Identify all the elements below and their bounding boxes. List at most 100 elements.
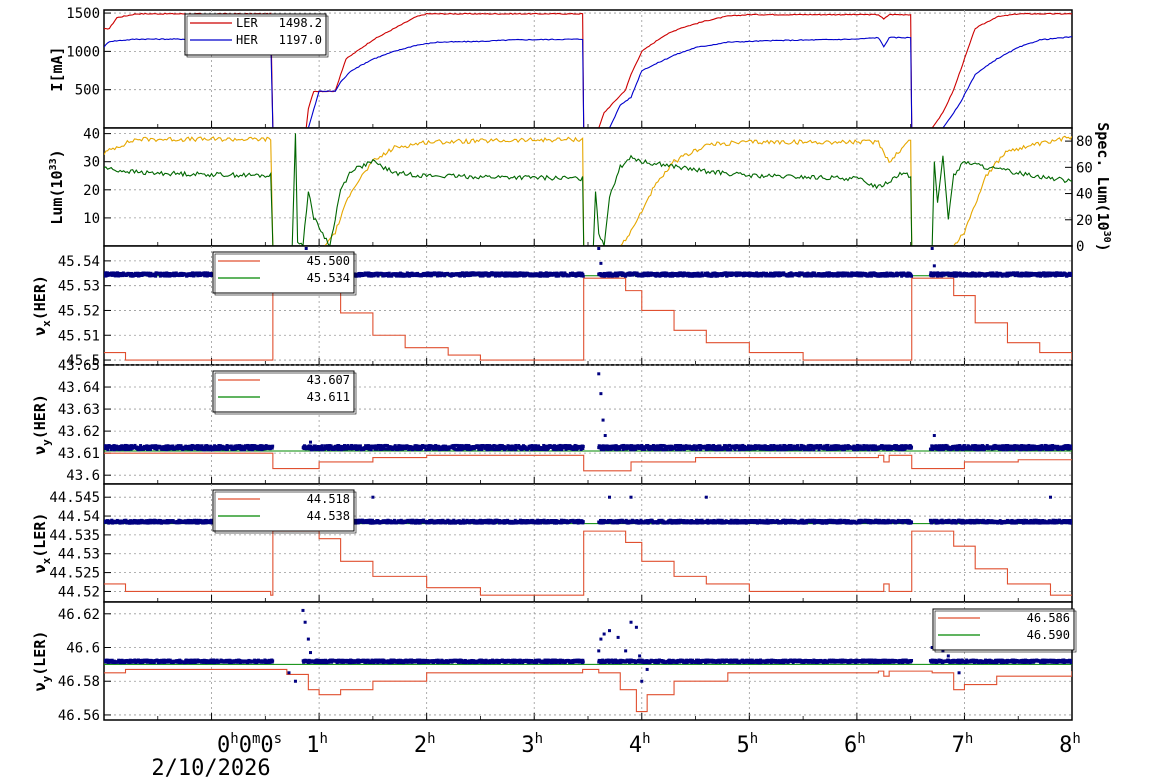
panel-data [104, 133, 1072, 246]
tune-point [189, 274, 193, 278]
y-axis-title-main: ν [31, 327, 49, 336]
tune-point [560, 448, 564, 452]
tune-point [441, 447, 445, 451]
ytick-label: 10 [83, 211, 100, 227]
tune-point [723, 447, 727, 451]
tune-point [765, 271, 769, 275]
tune-point [714, 274, 718, 278]
tune-point [885, 444, 889, 448]
tune-point [338, 444, 342, 448]
tune-point [978, 444, 982, 448]
tune-point-outlier [932, 264, 936, 268]
tune-point [128, 444, 132, 448]
legend-value: 1498.2 [279, 16, 322, 30]
tune-point [532, 447, 536, 451]
tune-point [638, 446, 642, 450]
tune-point [195, 519, 199, 523]
tune-point [374, 444, 378, 448]
tune-point [502, 444, 506, 448]
tune-point [1008, 444, 1012, 448]
tune-point [677, 274, 681, 278]
tune-point [139, 444, 143, 448]
tune-point [858, 271, 862, 275]
tune-point [969, 447, 973, 451]
tune-point [534, 444, 538, 448]
tune-point [105, 446, 109, 450]
tune-point [432, 447, 436, 451]
tune-point-outlier [597, 246, 601, 250]
ytick-label: 43.64 [58, 380, 100, 396]
tune-point [271, 444, 275, 448]
tune-point [401, 444, 405, 448]
tune-point [200, 444, 204, 448]
tune-point [507, 447, 511, 451]
tune-point [455, 443, 459, 447]
tune-point [461, 273, 465, 277]
tune-point [1032, 447, 1036, 451]
tune-point-outlier [597, 372, 601, 376]
tune-point [240, 448, 244, 452]
tune-point [360, 272, 364, 276]
tune-point [500, 444, 504, 448]
y-axis-title-main: ν [31, 446, 49, 455]
tune-point [631, 444, 635, 448]
tune-point [737, 273, 741, 277]
tune-point [640, 443, 644, 447]
tune-point [796, 444, 800, 448]
tune-point [447, 447, 451, 451]
panel-nuxher: 45.545.5145.5245.5345.54νx(HER)45.50045.… [31, 245, 1073, 369]
tune-point [935, 273, 939, 277]
panel-nuyher: 43.643.6143.6243.6343.6443.65νy(HER)43.6… [31, 358, 1073, 485]
tune-point [895, 274, 899, 278]
tune-point [155, 447, 159, 451]
tune-point [799, 447, 803, 451]
tune-point [1048, 271, 1052, 275]
tune-point [434, 444, 438, 448]
ytick-label: 44.525 [49, 566, 100, 582]
tune-point [485, 448, 489, 452]
tune-point [806, 444, 810, 448]
tune-point [821, 445, 825, 449]
tune-point [510, 444, 514, 448]
tune-point [117, 448, 121, 452]
tune-point [641, 273, 645, 277]
ytick-label: 43.61 [58, 446, 100, 462]
tune-point [558, 443, 562, 447]
tune-point [748, 447, 752, 451]
tune-point [109, 448, 113, 452]
legend-shadow [186, 15, 329, 58]
tune-point [699, 447, 703, 451]
tune-point [174, 271, 178, 275]
tune-point [843, 444, 847, 448]
tune-point [180, 445, 184, 449]
tune-point [864, 446, 868, 450]
tune-point [481, 274, 485, 278]
y-axis-title-sub: y [40, 439, 53, 446]
tune-point [553, 445, 557, 449]
tune-point [869, 444, 873, 448]
tune-point [685, 274, 689, 278]
tune-point [622, 443, 626, 447]
tune-point [128, 521, 132, 525]
tune-point [1021, 447, 1025, 451]
y2tick-label: 80 [1076, 134, 1093, 150]
tune-point [862, 444, 866, 448]
tune-point [439, 445, 443, 449]
tune-point-outlier [601, 418, 605, 422]
tune-point [620, 444, 624, 448]
tune-point [603, 447, 607, 451]
tune-point [741, 443, 745, 447]
tune-point [458, 445, 462, 449]
tune-point [774, 447, 778, 451]
tune-point [1039, 448, 1043, 452]
tune-point [486, 272, 490, 276]
tune-point [654, 274, 658, 278]
tune-point [994, 274, 998, 278]
tune-point [1059, 271, 1063, 275]
legend-value: 43.607 [307, 373, 350, 387]
tune-point [728, 443, 732, 447]
tune-point [136, 271, 140, 275]
tune-point [822, 447, 826, 451]
